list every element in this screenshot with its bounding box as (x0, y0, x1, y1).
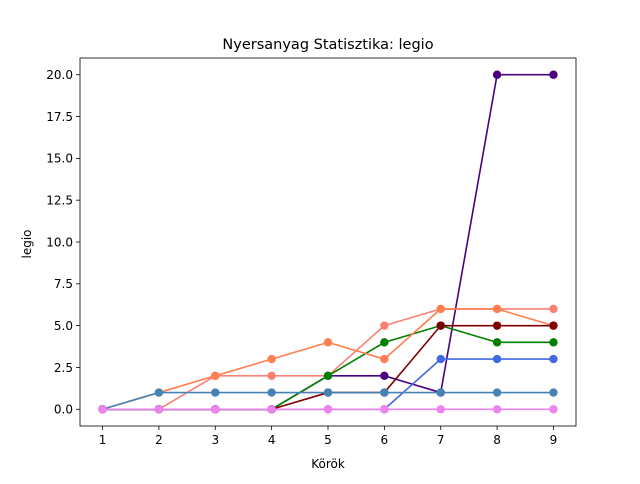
y-axis-label: legio (20, 229, 34, 258)
series-6-point (549, 354, 558, 364)
y-tick-label: 0.0 (54, 403, 73, 417)
x-tick-label: 5 (324, 433, 332, 447)
y-tick-label: 7.5 (54, 277, 73, 291)
y-tick-label: 12.5 (46, 193, 73, 207)
y-tick-label: 5.0 (54, 319, 73, 333)
series-6-point (436, 354, 445, 364)
y-tick-label: 2.5 (54, 361, 73, 375)
series-2-point (549, 304, 558, 314)
series-8-point (380, 405, 389, 414)
series-4-point (492, 304, 502, 314)
series-3-point (323, 371, 333, 381)
x-tick-label: 4 (268, 433, 276, 447)
series-4-point (323, 338, 333, 347)
x-tick-label: 1 (99, 433, 107, 447)
series-4-point (267, 354, 276, 364)
series-3-point (380, 338, 389, 347)
y-tick-label: 15.0 (46, 152, 73, 166)
axes-layer: 1 2 3 4 5 6 7 8 9 0.0 2.5 5.0 7.5 10.0 12.5 15.0 17.5 20.… (46, 57, 577, 447)
series-2-point (380, 321, 389, 330)
x-tick-label: 7 (437, 433, 445, 447)
series-1-point (549, 70, 558, 79)
series-7-point (549, 388, 558, 397)
chart-title: Nyersanyag Statisztika: legio (222, 37, 433, 53)
series-3-point (492, 338, 502, 347)
series-layer (98, 70, 558, 414)
series-7-point (267, 388, 276, 397)
series-8-point (436, 405, 445, 414)
y-tick-label: 10.0 (46, 235, 73, 249)
series-8-point (211, 405, 220, 414)
series-3-point (549, 338, 558, 347)
series-7-point (492, 388, 502, 397)
series-7-point (211, 388, 220, 397)
series-1-point (380, 371, 389, 381)
series-8-point (154, 405, 164, 414)
series-8-point (323, 405, 333, 414)
series-7-point (323, 388, 333, 397)
series-5-point (436, 321, 445, 330)
series-4-point (380, 354, 389, 364)
series-7-point (154, 388, 164, 397)
series-8-point (98, 405, 107, 414)
series-8-point (492, 405, 502, 414)
x-tick-label: 2 (155, 433, 163, 447)
x-axis-label: Körök (311, 457, 345, 471)
y-tick-label: 17.5 (46, 110, 73, 124)
series-2-point (267, 371, 276, 381)
series-4-point (436, 304, 445, 314)
y-tick-label: 20.0 (46, 68, 73, 82)
series-1-point (492, 70, 502, 79)
series-5-point (492, 321, 502, 330)
series-5-point (549, 321, 558, 330)
series-7-point (380, 388, 389, 397)
x-tick-label: 6 (381, 433, 389, 447)
x-tick-label: 8 (493, 433, 501, 447)
series-4-point (211, 371, 220, 381)
series-7-point (436, 388, 445, 397)
x-tick-label: 3 (211, 433, 219, 447)
x-tick-label: 9 (550, 433, 558, 447)
series-8-point (267, 405, 276, 414)
series-6-point (492, 354, 502, 364)
series-8-point (549, 405, 558, 414)
